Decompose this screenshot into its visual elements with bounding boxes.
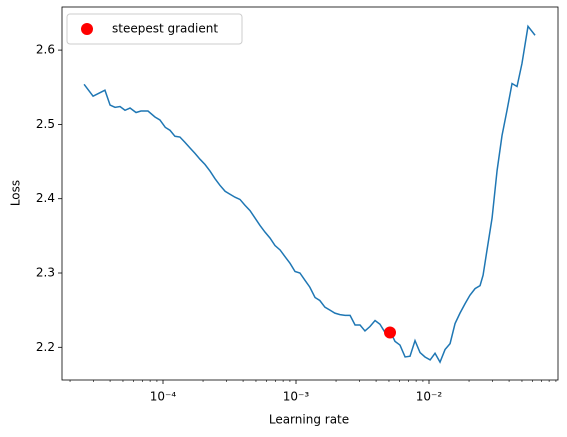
legend-label: steepest gradient: [112, 22, 218, 36]
loss-line: [83, 24, 536, 364]
y-axis-label: Loss: [9, 180, 23, 206]
x-axis-label: Learning rate: [269, 413, 349, 427]
y-tick-label: 2.6: [36, 43, 55, 57]
y-tick-label: 2.2: [36, 340, 55, 354]
marker-point: [383, 326, 396, 339]
y-tick-label: 2.4: [36, 191, 55, 205]
x-tick-label: 10⁻³: [283, 390, 310, 404]
y-tick-label: 2.3: [36, 266, 55, 280]
y-tick-label: 2.5: [36, 117, 55, 131]
x-tick-label: 10⁻²: [416, 390, 443, 404]
plot-frame: [61, 6, 559, 381]
legend-marker: [81, 23, 93, 35]
x-tick-label: 10⁻⁴: [150, 390, 177, 404]
legend-box: [66, 13, 243, 45]
